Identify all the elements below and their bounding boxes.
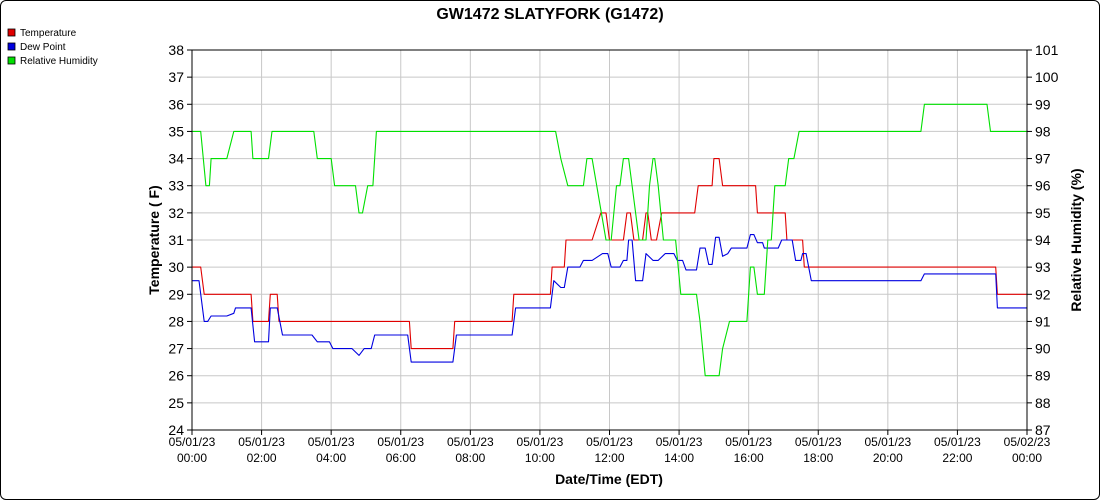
x-tick-date: 05/01/23 <box>517 435 564 449</box>
x-tick-time: 00:00 <box>177 451 207 465</box>
left-tick-label: 33 <box>168 178 184 194</box>
right-tick-label: 93 <box>1035 259 1051 275</box>
x-tick-date: 05/01/23 <box>169 435 216 449</box>
x-tick-time: 04:00 <box>316 451 346 465</box>
right-tick-label: 87 <box>1035 422 1051 438</box>
x-axis: 05/01/23 00:00 05/01/23 02:00 05/01/23 04:00 0… <box>169 430 1051 465</box>
x-tick-date: 05/02/23 <box>1004 435 1051 449</box>
right-tick-label: 100 <box>1035 69 1059 85</box>
left-tick-label: 38 <box>168 42 184 58</box>
left-tick-label: 36 <box>168 96 184 112</box>
left-tick-label: 24 <box>168 422 184 438</box>
left-axis: 24 25 26 27 28 29 30 31 32 33 34 35 36 37 38 <box>168 42 192 438</box>
x-tick-time: 14:00 <box>664 451 694 465</box>
x-tick-time: 18:00 <box>803 451 833 465</box>
right-tick-label: 88 <box>1035 395 1051 411</box>
legend-swatch-dew-point <box>7 42 16 51</box>
x-tick-time: 06:00 <box>386 451 416 465</box>
x-tick-date: 05/01/23 <box>795 435 842 449</box>
legend: Temperature Dew Point Relative Humidity <box>7 28 98 67</box>
legend-swatch-temperature <box>7 28 16 37</box>
left-tick-label: 35 <box>168 123 184 139</box>
right-axis-label: Relative Humidity (%) <box>1068 168 1084 311</box>
legend-label-relative-humidity: Relative Humidity <box>20 56 98 67</box>
right-axis: 87 88 89 90 91 92 93 94 95 96 97 98 99 100 101 <box>1027 42 1059 438</box>
right-tick-label: 99 <box>1035 96 1051 112</box>
x-tick-date: 05/01/23 <box>656 435 703 449</box>
left-tick-label: 32 <box>168 205 184 221</box>
x-tick-time: 12:00 <box>594 451 624 465</box>
x-tick-date: 05/01/23 <box>725 435 772 449</box>
right-tick-label: 101 <box>1035 42 1059 58</box>
chart-title: GW1472 SLATYFORK (G1472) <box>436 6 663 23</box>
x-tick-time: 16:00 <box>734 451 764 465</box>
left-tick-label: 31 <box>168 232 184 248</box>
right-tick-label: 96 <box>1035 178 1051 194</box>
x-tick-time: 08:00 <box>455 451 485 465</box>
left-tick-label: 26 <box>168 368 184 384</box>
relative-humidity-line <box>192 103 1027 377</box>
left-tick-label: 30 <box>168 259 184 275</box>
x-tick-time: 20:00 <box>873 451 903 465</box>
left-axis-label: Temperature ( F) <box>146 185 162 294</box>
left-tick-label: 27 <box>168 341 184 357</box>
x-tick-date: 05/01/23 <box>864 435 911 449</box>
right-tick-label: 90 <box>1035 341 1051 357</box>
x-tick-date: 05/01/23 <box>934 435 981 449</box>
left-tick-label: 28 <box>168 313 184 329</box>
legend-label-temperature: Temperature <box>20 28 77 39</box>
right-tick-label: 98 <box>1035 123 1051 139</box>
x-tick-time: 22:00 <box>942 451 972 465</box>
left-tick-label: 34 <box>168 151 184 167</box>
right-tick-label: 95 <box>1035 205 1051 221</box>
legend-label-dew-point: Dew Point <box>20 42 66 53</box>
x-tick-date: 05/01/23 <box>308 435 355 449</box>
left-tick-label: 25 <box>168 395 184 411</box>
right-tick-label: 91 <box>1035 313 1051 329</box>
x-tick-date: 05/01/23 <box>447 435 494 449</box>
left-tick-label: 29 <box>168 286 184 302</box>
right-tick-label: 94 <box>1035 232 1051 248</box>
x-tick-date: 05/01/23 <box>377 435 424 449</box>
x-axis-label: Date/Time (EDT) <box>555 471 663 487</box>
left-tick-label: 37 <box>168 69 184 85</box>
x-tick-date: 05/01/23 <box>586 435 633 449</box>
dew-point-line <box>192 234 1027 363</box>
legend-swatch-relative-humidity <box>7 56 16 65</box>
x-tick-time: 10:00 <box>525 451 555 465</box>
x-tick-date: 05/01/23 <box>238 435 285 449</box>
right-tick-label: 92 <box>1035 286 1051 302</box>
x-tick-time: 02:00 <box>247 451 277 465</box>
x-tick-time: 00:00 <box>1012 451 1042 465</box>
series-group <box>192 103 1027 377</box>
right-tick-label: 89 <box>1035 368 1051 384</box>
right-tick-label: 97 <box>1035 151 1051 167</box>
